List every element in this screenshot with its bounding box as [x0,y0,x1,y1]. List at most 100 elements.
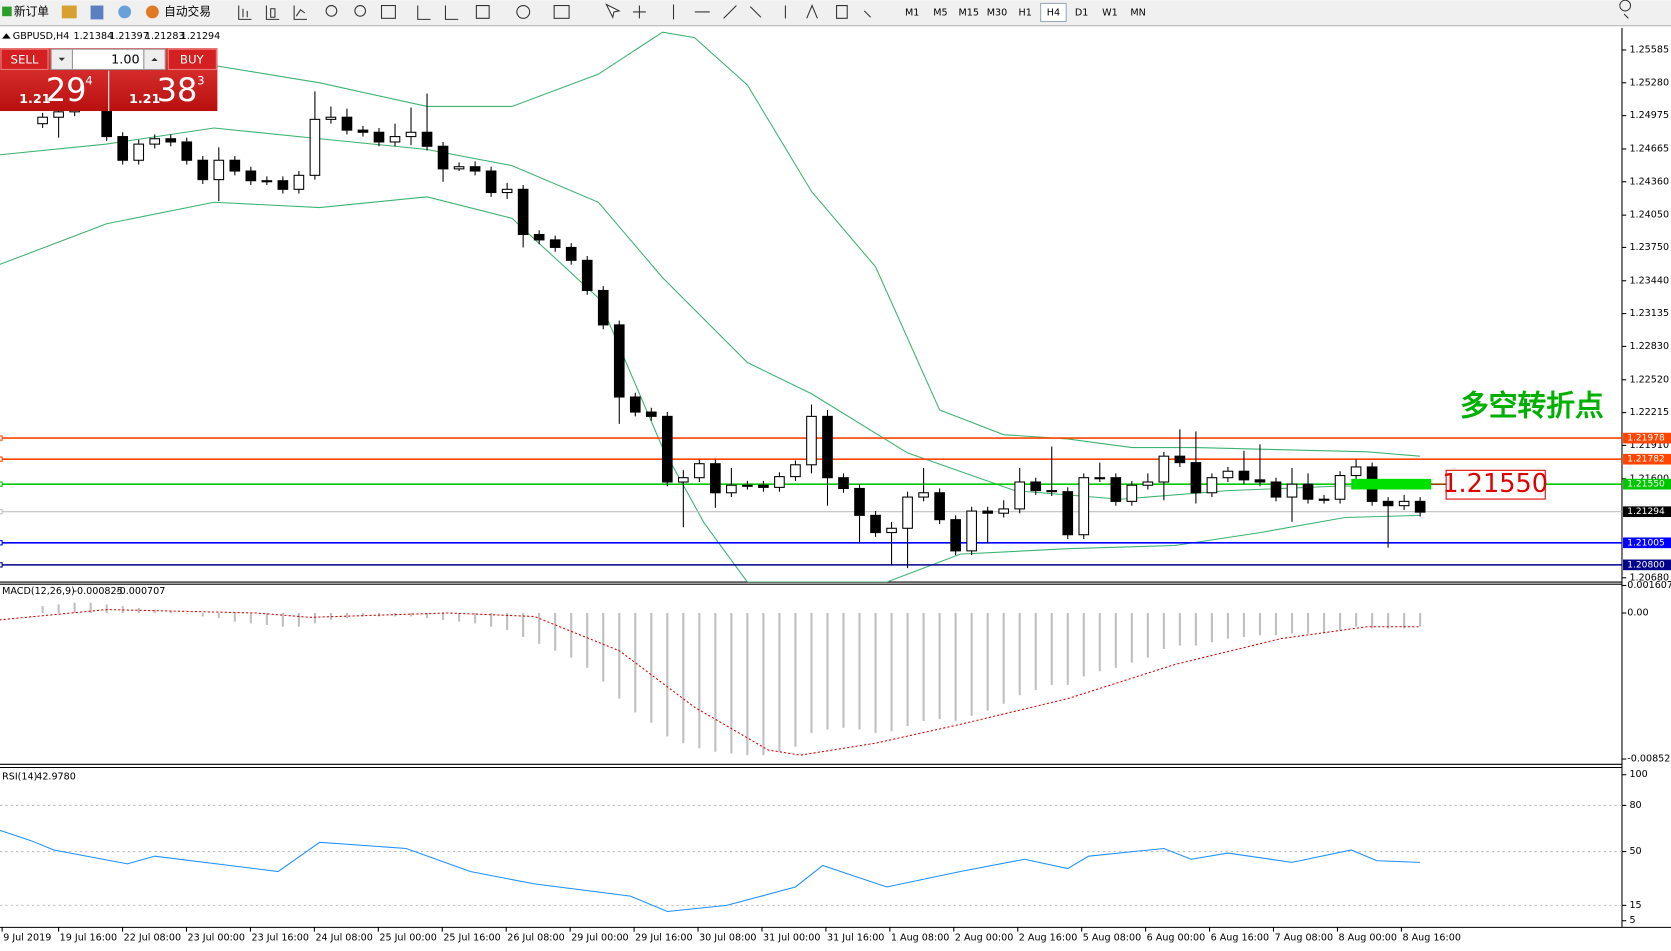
timeframe[interactable]: H1 [1019,7,1032,18]
ohlc-value: 1.21384 [74,31,114,42]
timeframe[interactable]: M30 [987,7,1007,18]
icon[interactable] [293,5,307,20]
macd-bar [201,613,204,617]
icon[interactable] [61,5,77,19]
x-tick-label: 31 Jul 16:00 [827,933,884,944]
macd-bar [506,613,509,631]
icon[interactable] [238,5,252,20]
one-click-trading: SELL 1.00 BUY 1.21 29 4 1.21 38 3 [0,48,218,112]
icon[interactable] [90,5,104,20]
macd-bar [650,613,653,723]
candle-body [213,159,225,181]
macd-bar [1002,613,1005,704]
candle-body [597,289,609,326]
macd-bar [1098,613,1101,672]
auto-trading-label[interactable]: 自动交易 [164,4,211,18]
macd-bar [1274,613,1278,636]
y-tick-label: 1.20680 [1629,572,1669,583]
candle-body [421,131,433,147]
macd-bar [458,613,461,622]
macd-bar [794,613,797,747]
y-tick-label: 1.25280 [1629,77,1669,88]
candle-body [694,463,705,479]
macd-bar [778,613,781,752]
icon[interactable] [553,4,570,19]
macd-bar [73,602,76,614]
buy-button[interactable] [167,48,217,71]
collapse-icon[interactable] [2,33,11,39]
icon[interactable] [145,5,159,19]
icon[interactable] [354,4,367,17]
bollinger-lower [0,196,1421,583]
macd-bar [441,613,445,620]
x-tick-label: 9 Jul 2019 [3,933,51,944]
macd-bar [1130,613,1133,663]
macd-bar [409,613,413,617]
macd-bar [1082,613,1085,677]
level-label-bg [1623,478,1671,490]
candle-body [886,527,897,534]
level-label-bg [1623,537,1671,549]
bid-price[interactable]: 1.21 29 4 [19,71,93,109]
y-tick-label: 1.22830 [1629,341,1669,352]
sell-button[interactable] [0,48,49,71]
timeframe[interactable]: M5 [933,7,947,18]
bollinger-upper [0,31,1421,457]
level-label-bg [1623,506,1671,518]
timeframe[interactable]: H4 [1047,7,1060,18]
chart-tools [238,0,1632,20]
icon[interactable] [265,5,280,20]
icon[interactable] [605,3,621,19]
icon[interactable] [380,4,396,19]
timeframe[interactable]: D1 [1075,7,1088,18]
candle-body [1318,498,1330,501]
ohlc-value: 1.21294 [181,31,221,42]
timeframe[interactable]: W1 [1102,7,1118,18]
price-sup: 4 [85,74,92,88]
macd-bar [1371,613,1374,629]
macd-bar [874,613,877,733]
active-timeframe[interactable] [1040,2,1067,23]
candle-body [581,259,593,291]
icon[interactable] [325,4,338,17]
timeframe[interactable]: M15 [958,7,978,18]
level-label: 1.21782 [1627,455,1664,465]
sell-label[interactable]: SELL [11,52,39,66]
x-tick-label: 23 Jul 00:00 [188,933,245,944]
macd-bar [1034,613,1037,691]
icon[interactable] [516,4,531,19]
icon[interactable] [417,4,490,20]
timeframe[interactable]: MN [1130,7,1145,18]
buy-label[interactable]: BUY [180,52,205,66]
macd-bar [970,613,973,716]
macd-signal [0,609,1421,756]
candle-body [501,188,513,194]
macd-bar [281,613,284,627]
level-label: 1.21294 [1627,507,1665,517]
lot-value[interactable]: 1.00 [111,52,139,67]
macd-bar [137,607,140,614]
macd-bar [297,613,300,627]
macd-bar [1419,613,1422,627]
icon[interactable] [118,5,132,19]
new-order-button[interactable]: 新订单 [2,4,49,18]
candle-body [245,170,257,182]
candle-body [1286,483,1298,498]
candle-body [549,239,561,248]
y-tick-label: 1.22520 [1629,374,1669,385]
candle-body [149,138,161,145]
x-tick-label: 19 Jul 16:00 [60,933,117,944]
x-tick-label: 2 Aug 16:00 [1019,933,1078,944]
macd-bar [938,613,941,720]
macd-bar [810,613,813,733]
macd-bar [1162,613,1165,649]
candle-body [437,145,449,170]
macd-bar [1146,613,1149,658]
timeframe[interactable]: M1 [905,7,919,18]
candle-body [966,510,977,552]
ask-price[interactable]: 1.21 38 3 [129,71,205,109]
candle-body [1238,470,1250,481]
icon[interactable] [633,0,1632,20]
x-tick-label: 6 Aug 16:00 [1211,933,1270,944]
